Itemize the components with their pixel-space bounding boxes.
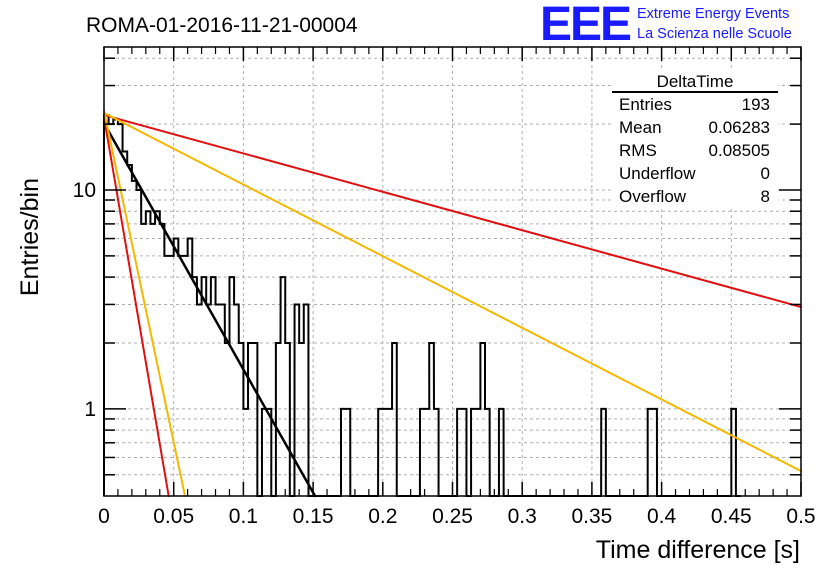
x-tick-label: 0 bbox=[98, 505, 110, 528]
stats-row-label: RMS bbox=[619, 141, 657, 160]
fit-lines bbox=[102, 109, 802, 498]
x-tick-label: 0.4 bbox=[647, 505, 677, 528]
fit-line bbox=[102, 121, 317, 498]
stats-box: DeltaTime Entries 193 Mean 0.06283 RMS 0.0850… bbox=[612, 68, 778, 208]
fit-line bbox=[103, 109, 186, 497]
x-tick-label: 0.1 bbox=[229, 505, 258, 528]
fit-line bbox=[103, 111, 802, 473]
org-name: Extreme Energy Events bbox=[637, 6, 789, 22]
x-tick-label: 0.3 bbox=[508, 505, 537, 528]
eee-logo: EEE bbox=[540, 0, 631, 51]
y-tick-label: 10 bbox=[73, 179, 96, 202]
x-tick-label: 0.35 bbox=[571, 505, 612, 528]
x-tick-label: 0.25 bbox=[432, 505, 473, 528]
x-axis-title: Time difference [s] bbox=[596, 536, 800, 564]
axes: 0 0.05 0.1 0.15 0.2 0.25 0.3 0.35 0.4 0.45 0.5 1 10 bbox=[73, 46, 816, 528]
y-axis-title: Entries/bin bbox=[16, 178, 44, 296]
stats-title: DeltaTime bbox=[657, 72, 734, 91]
x-tick-label: 0.05 bbox=[153, 505, 194, 528]
org-tagline: La Scienza nelle Scuole bbox=[637, 26, 792, 42]
stats-row-value: 193 bbox=[742, 95, 770, 114]
x-tick-label: 0.2 bbox=[368, 505, 397, 528]
chart-title: ROMA-01-2016-11-21-00004 bbox=[86, 14, 358, 37]
stats-row-label: Underflow bbox=[619, 164, 696, 183]
stats-row-value: 0 bbox=[761, 164, 770, 183]
y-tick-label: 1 bbox=[84, 398, 96, 421]
stats-row-value: 0.08505 bbox=[709, 141, 770, 160]
x-tick-label: 0.45 bbox=[711, 505, 752, 528]
stats-row-label: Overflow bbox=[619, 187, 687, 206]
fit-line bbox=[103, 116, 170, 497]
stats-row-value: 8 bbox=[761, 187, 770, 206]
stats-row-label: Mean bbox=[619, 118, 662, 137]
fit-line bbox=[103, 114, 802, 309]
stats-rows: Entries 193 Mean 0.06283 RMS 0.08505 Underflow… bbox=[619, 95, 770, 206]
stats-row-value: 0.06283 bbox=[709, 118, 770, 137]
stats-row-label: Entries bbox=[619, 95, 672, 114]
x-tick-label: 0.15 bbox=[293, 505, 334, 528]
x-tick-label: 0.5 bbox=[786, 505, 815, 528]
